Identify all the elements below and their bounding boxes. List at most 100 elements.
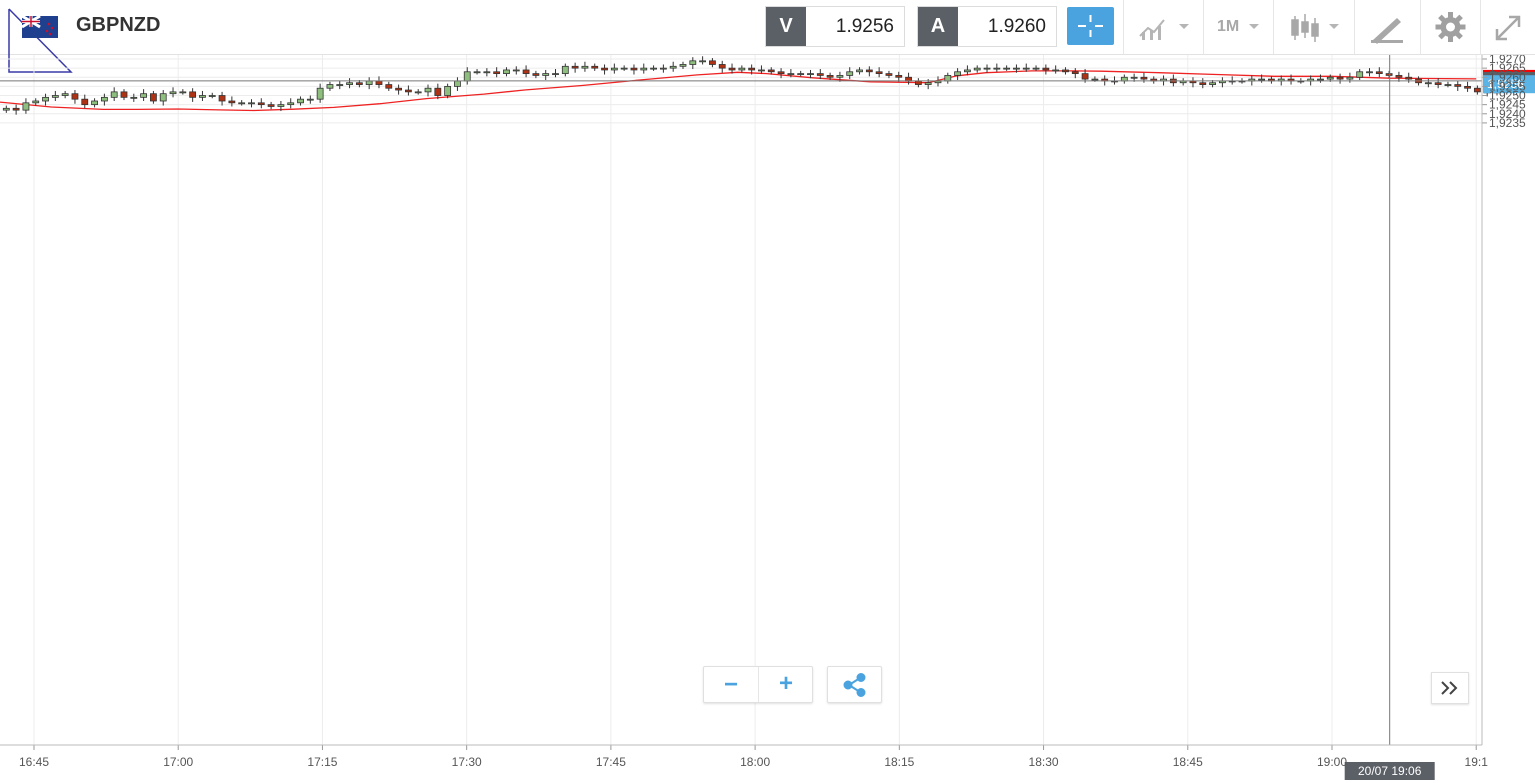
candle-body <box>1444 84 1452 86</box>
chart-grid <box>0 55 1482 745</box>
candle-body <box>297 98 304 104</box>
candle-body <box>336 84 344 86</box>
candle-body <box>189 91 197 98</box>
candle-body <box>61 93 69 96</box>
candle-body <box>120 91 128 98</box>
candle-style-button[interactable] <box>1274 0 1354 55</box>
candle-body <box>2 107 10 111</box>
candle-body <box>905 76 912 82</box>
candle-body <box>679 64 687 67</box>
candle-body <box>758 69 765 72</box>
candle-body <box>826 75 834 78</box>
candle-body <box>1473 87 1481 93</box>
candle-body <box>1395 75 1403 78</box>
expand-right-button[interactable] <box>1431 672 1469 704</box>
candle-body <box>71 93 79 100</box>
ask-quote[interactable]: A 1.9260 <box>917 6 1057 47</box>
time-tick-label: 18:45 <box>1173 755 1203 769</box>
toolbar-divider <box>1273 0 1274 55</box>
candle-body <box>375 80 383 85</box>
candle-body <box>807 73 814 76</box>
timeframe-button[interactable]: 1M <box>1204 0 1273 55</box>
chart-type-button[interactable] <box>1124 0 1203 55</box>
candle-body <box>787 73 795 76</box>
candle-body <box>816 73 824 76</box>
candle-body <box>159 93 167 102</box>
candle-body <box>42 96 49 102</box>
chart-type-icon <box>1139 19 1189 40</box>
candle-body <box>365 80 373 85</box>
time-tick-label: 18:00 <box>740 755 770 769</box>
candle-body <box>1366 71 1373 74</box>
share-button[interactable] <box>827 666 882 703</box>
fullscreen-button[interactable] <box>1481 0 1535 55</box>
candle-body <box>503 69 510 75</box>
candle-body <box>777 71 785 75</box>
candle-body <box>1346 76 1354 80</box>
zoom-out-icon: − <box>723 671 738 698</box>
bid-quote[interactable]: V 1.9256 <box>765 6 905 47</box>
crosshair-icon <box>1078 15 1103 37</box>
candle-body <box>326 84 334 89</box>
drawing-tools-button[interactable] <box>1355 0 1420 55</box>
toolbar-divider <box>1354 0 1355 55</box>
bid-tag: V <box>766 7 806 46</box>
candle-body <box>532 73 540 76</box>
candle-body <box>199 95 206 98</box>
zoom-in-button[interactable]: + <box>759 667 813 702</box>
moving-average-layer <box>0 70 1477 112</box>
candle-body <box>91 100 98 106</box>
candle-body <box>620 67 628 70</box>
toolbar: GBPNZD V 1.9256 A 1.9260 1M <box>0 0 1535 73</box>
zoom-out-button[interactable]: − <box>704 667 759 702</box>
candle-body <box>689 60 697 65</box>
candle-body <box>179 91 187 94</box>
candle-body <box>1434 82 1442 85</box>
candle-body <box>454 80 461 87</box>
toolbar-divider <box>1420 0 1421 55</box>
candle-body <box>306 98 314 101</box>
candle-body <box>267 104 275 107</box>
timeframe-label: 1M <box>1217 18 1240 35</box>
candle-body <box>1385 73 1393 76</box>
fullscreen-icon <box>1495 15 1521 41</box>
candle-body <box>385 84 393 89</box>
candle-body <box>983 67 991 70</box>
candle-body <box>1013 67 1020 70</box>
candle-body <box>355 82 363 85</box>
candle-body <box>924 82 932 85</box>
bid-price-label: 1,9256 <box>1487 77 1524 91</box>
candle-body <box>1258 78 1266 81</box>
candle-body <box>218 95 226 102</box>
ask-value: 1.9260 <box>987 16 1046 37</box>
candle-body <box>581 65 589 69</box>
candle-body <box>797 73 805 76</box>
price-axis: 1,92351,92401,92451,92501,92551,92601,92… <box>1481 55 1526 745</box>
candle-body <box>630 67 638 71</box>
crosshair-time-label: 20/07 19:06 <box>1358 764 1422 778</box>
candle-body <box>434 87 442 96</box>
candle-body <box>238 102 246 105</box>
toolbar-divider <box>1203 0 1204 55</box>
symbol-title: GBPNZD <box>76 14 161 36</box>
candle-body <box>257 102 265 106</box>
candle-body <box>277 104 285 107</box>
candle-body <box>248 102 255 105</box>
candle-body <box>601 67 608 71</box>
share-icon <box>843 673 866 697</box>
candle-body <box>659 67 667 70</box>
settings-button[interactable] <box>1421 0 1480 55</box>
candle-body <box>561 65 569 75</box>
candle-body <box>12 107 20 111</box>
time-tick-label: 19:1 <box>1465 755 1489 769</box>
crosshair-button[interactable] <box>1067 7 1114 45</box>
price-tick-label: 1,9235 <box>1489 116 1526 130</box>
bid-value: 1.9256 <box>835 16 894 37</box>
candle-body <box>709 60 716 65</box>
candle-body <box>100 96 108 102</box>
candle-body <box>1062 69 1069 73</box>
candle-body <box>993 67 1001 70</box>
candle-body <box>346 82 353 85</box>
candle-body <box>1022 67 1030 70</box>
